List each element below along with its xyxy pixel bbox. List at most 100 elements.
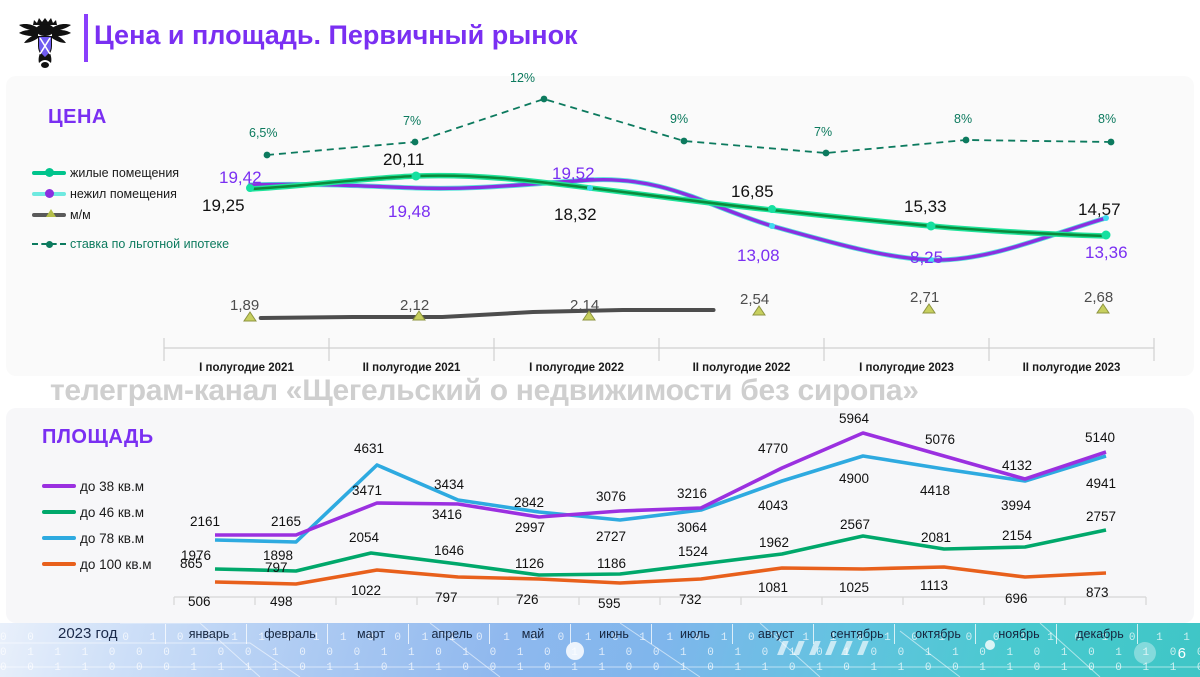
area-value-label: 3064: [677, 520, 708, 535]
area-value-label: 2165: [271, 514, 302, 529]
month-label-march: март: [357, 627, 385, 641]
legend-swatch-blue: [42, 536, 76, 540]
area-value-label: 4418: [920, 483, 951, 498]
watermark-text: телеграм-канал «Щегельский о недвижимост…: [50, 374, 919, 407]
area-value-label: 4900: [839, 471, 870, 486]
area-value-label: 1962: [759, 535, 790, 550]
residential-value-label: 15,33: [904, 197, 947, 216]
legend-item-up-to-100[interactable]: до 100 кв.м: [42, 551, 152, 577]
legend-swatch-green: [42, 510, 76, 514]
price-x-label: I полугодие 2021: [199, 362, 294, 374]
parking-value-label: 2,54: [740, 291, 770, 308]
year-label: 2023 год: [58, 625, 118, 642]
area-value-label: 4132: [1002, 458, 1033, 473]
area-value-label: 4770: [758, 441, 789, 456]
legend-swatch-green: [32, 167, 66, 177]
area-value-label: 5140: [1085, 430, 1116, 445]
price-x-label: II полугодие 2023: [1022, 362, 1121, 374]
month-label-april: апрель: [431, 627, 473, 641]
legend-label: м/м: [70, 207, 91, 222]
rate-label: 7%: [403, 114, 422, 128]
area-value-label: 3216: [677, 486, 708, 501]
month-label-december: декабрь: [1076, 627, 1124, 641]
legend-swatch-orange: [42, 562, 76, 566]
legend-label: до 46 кв.м: [80, 504, 145, 520]
area-value-label: 2154: [1002, 528, 1033, 543]
month-label-june: июнь: [599, 627, 629, 641]
rate-label: 12%: [510, 71, 536, 85]
legend-item-residential[interactable]: жилые помещения: [32, 162, 229, 183]
month-label-july: июль: [680, 627, 710, 641]
area-value-label: 865: [180, 556, 203, 571]
area-value-label: 595: [598, 596, 621, 611]
area-value-label: 797: [435, 590, 458, 605]
slide-header: Цена и площадь. Первичный рынок: [0, 0, 1200, 76]
area-value-label: 5964: [839, 411, 870, 426]
area-value-label: 726: [516, 592, 539, 607]
residential-value-label: 19,25: [202, 196, 245, 215]
area-value-label: 4941: [1086, 476, 1117, 491]
area-value-label: 1186: [597, 556, 627, 571]
month-label-january: январь: [188, 627, 230, 641]
residential-value-label: 14,57: [1078, 200, 1121, 219]
legend-swatch-purple: [42, 484, 76, 488]
parking-value-label: 2,71: [910, 289, 940, 306]
price-x-label: I полугодие 2022: [529, 362, 624, 374]
title-accent-bar: [84, 14, 88, 62]
area-value-label: 2567: [840, 517, 871, 532]
rate-label: 9%: [670, 112, 689, 126]
legend-item-up-to-78[interactable]: до 78 кв.м: [42, 525, 152, 551]
month-label-august: август: [757, 627, 795, 641]
slide-footer: 0 0 0 1 0 1 0 1 1 1 0 1 1 0 0 1 1 0 1 1 …: [0, 623, 1200, 677]
area-value-label: 696: [1005, 591, 1028, 606]
parking-value-label: 2,68: [1084, 289, 1114, 306]
parking-value-label: 1,89: [230, 297, 260, 314]
legend-swatch-purple: [32, 188, 66, 198]
area-value-label: 1113: [920, 578, 949, 593]
parking-value-label: 2,12: [400, 297, 430, 314]
area-value-label: 2842: [514, 495, 545, 510]
area-value-label: 1025: [839, 580, 870, 595]
area-value-label: 2757: [1086, 509, 1117, 524]
legend-item-mortgage-rate[interactable]: ставка по льготной ипотеке: [32, 233, 229, 254]
area-chart-panel: ПЛОЩАДЬ до 38 кв.м до 46 кв.м до 78 кв.м…: [6, 408, 1194, 623]
area-value-label: 3434: [434, 477, 465, 492]
area-value-label: 732: [679, 592, 702, 607]
legend-label: до 38 кв.м: [80, 478, 145, 494]
legend-swatch-dashed: [32, 240, 66, 248]
price-chart-panel: ЦЕНА жилые помещения нежил помещения м/м: [6, 71, 1194, 376]
month-label-february: февраль: [264, 627, 316, 641]
footer-decoration: [0, 623, 1200, 677]
legend-label: до 78 кв.м: [80, 530, 145, 546]
area-value-label: 2081: [921, 530, 952, 545]
area-value-label: 4631: [354, 441, 385, 456]
month-label-may: май: [521, 627, 545, 641]
legend-item-parking[interactable]: м/м: [32, 204, 229, 225]
area-value-label: 3416: [432, 507, 463, 522]
month-label-october: октябрь: [915, 627, 961, 641]
price-section-label: ЦЕНА: [48, 106, 107, 128]
area-value-label: 797: [265, 560, 288, 575]
legend-item-up-to-46[interactable]: до 46 кв.м: [42, 499, 152, 525]
area-chart-canvas: [173, 431, 1147, 605]
legend-item-up-to-38[interactable]: до 38 кв.м: [42, 473, 152, 499]
price-legend: жилые помещения нежил помещения м/м став…: [32, 162, 229, 254]
area-legend: до 38 кв.м до 46 кв.м до 78 кв.м до 100 …: [42, 473, 152, 577]
area-value-label: 1898: [263, 548, 294, 563]
area-value-label: 498: [270, 594, 293, 609]
rate-label: 7%: [814, 125, 833, 139]
residential-value-label: 20,11: [383, 150, 425, 169]
area-section-label: ПЛОЩАДЬ: [42, 426, 154, 448]
area-value-label: 1646: [434, 543, 465, 558]
area-value-label: 1022: [351, 583, 382, 598]
month-label-november: ноябрь: [998, 627, 1040, 641]
area-value-label: 2727: [596, 529, 627, 544]
price-chart-canvas: [163, 95, 1155, 361]
residential-value-label: 18,32: [554, 205, 597, 224]
parking-value-label: 2,14: [570, 297, 600, 314]
area-value-label: 2997: [515, 520, 546, 535]
legend-item-nonresidential[interactable]: нежил помещения: [32, 183, 229, 204]
legend-label: жилые помещения: [70, 165, 180, 180]
area-value-label: 506: [188, 594, 211, 609]
double-headed-eagle-emblem-icon: [19, 18, 71, 68]
